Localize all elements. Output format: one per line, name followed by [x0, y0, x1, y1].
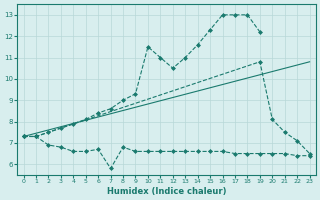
X-axis label: Humidex (Indice chaleur): Humidex (Indice chaleur)	[107, 187, 226, 196]
